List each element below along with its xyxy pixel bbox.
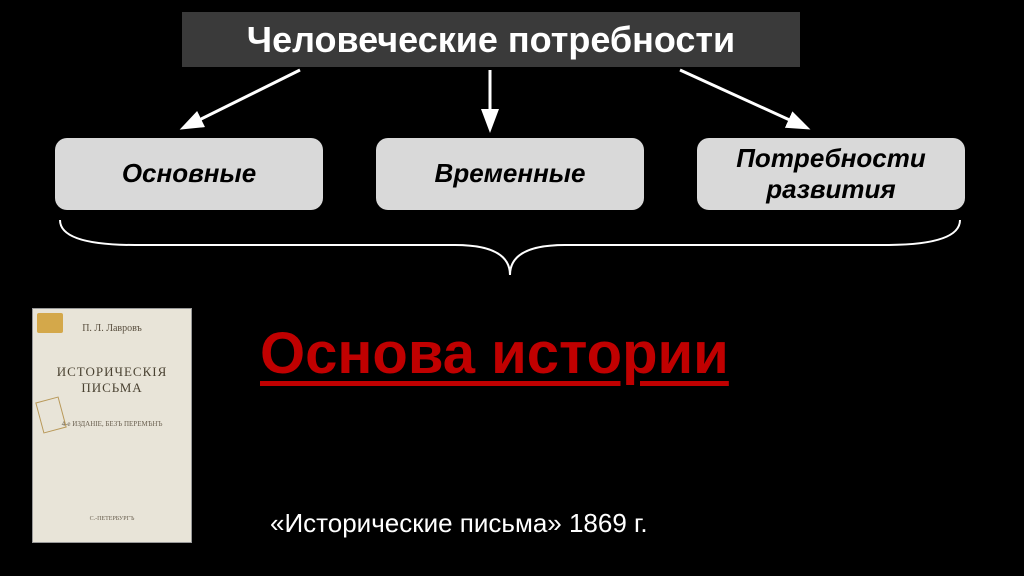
book-title: ИСТОРИЧЕСКІЯ ПИСЬМА (41, 364, 183, 396)
child-box-3: Потребности развития (697, 138, 965, 210)
book-stamp (35, 396, 66, 433)
book-author: П. Л. Лавровъ (82, 323, 142, 334)
main-title: Основа истории (260, 320, 729, 387)
child-box-1: Основные (55, 138, 323, 210)
brace-svg (55, 215, 965, 285)
header-title: Человеческие потребности (247, 19, 735, 61)
arrow-left (185, 70, 300, 127)
child-label-3: Потребности развития (736, 143, 926, 205)
brace-path (60, 220, 960, 275)
caption: «Исторические письма» 1869 г. (270, 508, 648, 539)
arrow-right (680, 70, 805, 127)
book-subtitle: 4-е ИЗДАНІЕ, БЕЗЪ ПЕРЕМѢНЪ (62, 420, 163, 428)
child-label-2: Временные (435, 158, 586, 189)
book-publisher: С.-ПЕТЕРБУРГЪ (90, 516, 135, 522)
book-tag (37, 313, 63, 333)
header-box: Человеческие потребности (182, 12, 800, 67)
arrows-svg (0, 67, 1024, 137)
child-box-2: Временные (376, 138, 644, 210)
child-label-1: Основные (122, 158, 256, 189)
book-cover: П. Л. Лавровъ ИСТОРИЧЕСКІЯ ПИСЬМА 4-е ИЗ… (32, 308, 192, 543)
